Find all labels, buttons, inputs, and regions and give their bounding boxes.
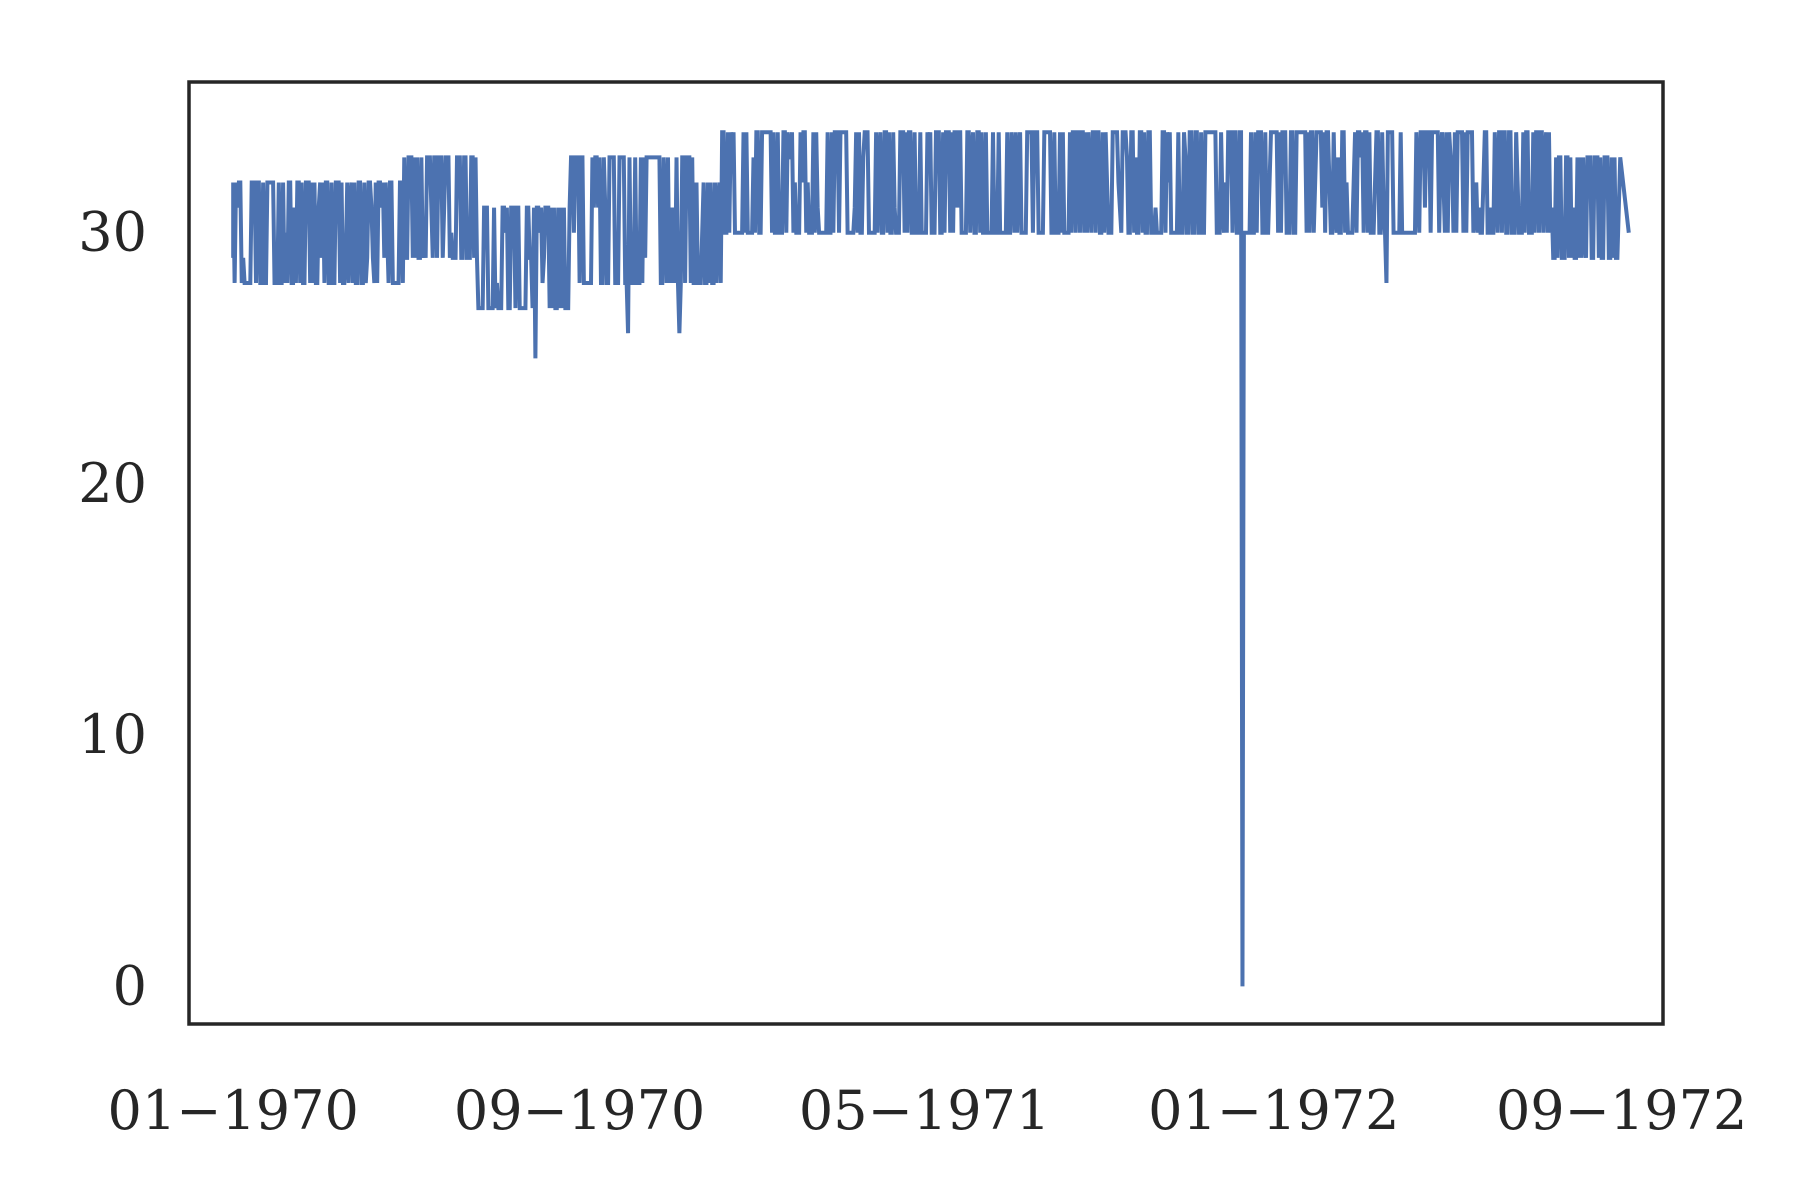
y-tick-label: 0 [113,954,147,1017]
x-tick-label: 05−1971 [799,1079,1050,1142]
y-tick-label: 20 [78,452,147,515]
plot-area [231,130,1631,987]
plot-frame [187,80,1665,1026]
x-tick-label: 01−1972 [1148,1079,1399,1142]
x-tick-label: 09−1972 [1496,1079,1747,1142]
y-axis: 0 10 20 30 [78,201,147,1018]
x-tick-label: 01−1970 [107,1079,358,1142]
series-line [231,130,1631,987]
x-tick-label: 09−1970 [454,1079,705,1142]
x-axis: 01−1970 09−1970 05−1971 01−1972 09−1972 [107,1079,1747,1142]
y-tick-label: 10 [78,703,147,766]
y-tick-label: 30 [78,201,147,264]
